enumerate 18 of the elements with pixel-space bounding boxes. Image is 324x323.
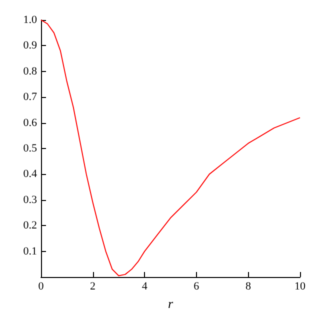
- x-axis-title: r: [168, 296, 174, 311]
- y-tick-label: 0.5: [23, 142, 38, 154]
- line-series: [40, 20, 300, 276]
- x-tick-label: 6: [194, 280, 200, 292]
- y-tick-label: 0.4: [23, 168, 38, 180]
- y-tick-label: 0.2: [23, 220, 37, 232]
- y-tick-label: 1.0: [23, 14, 38, 26]
- y-tick-label: 0.3: [23, 194, 38, 206]
- x-tick-label: 10: [294, 280, 306, 292]
- x-tick-label: 4: [142, 280, 148, 292]
- y-tick-label: 0.8: [23, 65, 38, 78]
- y-tick-label: 0.1: [23, 245, 37, 258]
- y-tick-label: 0.7: [23, 91, 38, 104]
- x-tick-label: 0: [38, 280, 44, 292]
- x-tick-label: 2: [90, 280, 96, 292]
- y-tick-label: 0.6: [23, 116, 38, 129]
- x-tick-label: 8: [245, 280, 252, 292]
- y-tick-label: 0.9: [23, 40, 38, 52]
